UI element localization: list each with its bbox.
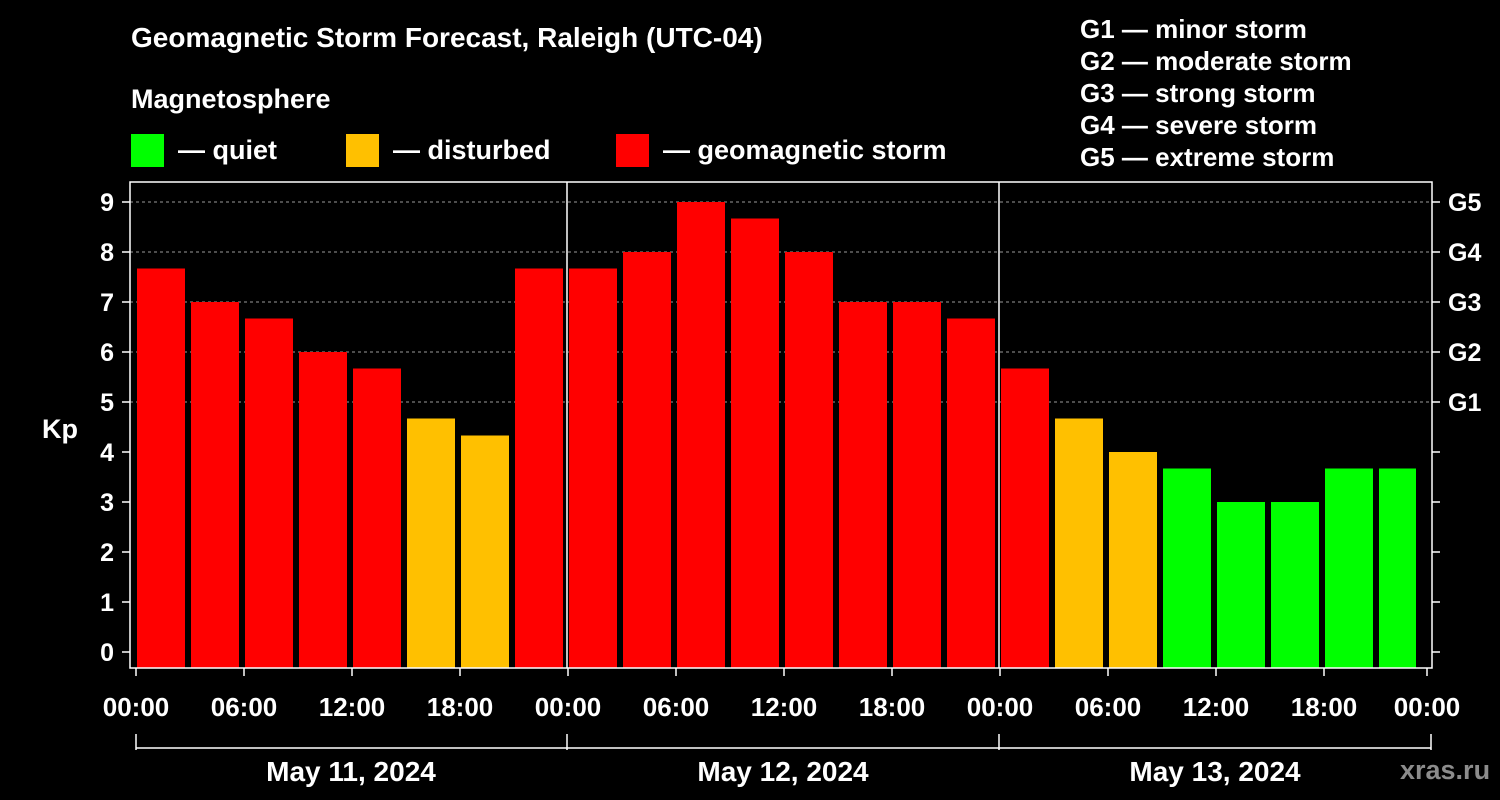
kp-bar: [353, 368, 401, 668]
kp-bar: [677, 202, 725, 668]
kp-bar: [1217, 502, 1265, 668]
y-axis-title: Kp: [42, 414, 78, 444]
g-scale-g2: G2 — moderate storm: [1080, 46, 1352, 76]
x-tick-label: 00:00: [967, 692, 1034, 722]
kp-bar: [1325, 468, 1373, 668]
x-tick-label: 18:00: [427, 692, 494, 722]
y-tick-label: 9: [100, 189, 114, 217]
legend-heading: Magnetosphere: [131, 84, 331, 114]
g-scale-g4: G4 — severe storm: [1080, 110, 1318, 140]
x-tick-label: 18:00: [1291, 692, 1358, 722]
legend-swatch-quiet: [131, 133, 164, 167]
kp-bar: [893, 302, 941, 668]
y-tick-label: 3: [100, 489, 114, 517]
x-tick-label: 00:00: [535, 692, 602, 722]
y-tick-label: 6: [100, 339, 114, 367]
date-label: May 12, 2024: [697, 756, 869, 787]
kp-bar: [1271, 502, 1319, 668]
kp-bar: [299, 352, 347, 668]
y-tick-label: 7: [100, 289, 114, 317]
y-tick-label: 4: [100, 439, 114, 467]
legend-swatch-storm: [616, 133, 649, 167]
kp-bar: [191, 302, 239, 668]
kp-bar: [1109, 452, 1157, 668]
g-axis-label: G2: [1448, 339, 1481, 367]
x-tick-label: 12:00: [751, 692, 818, 722]
y-tick-label: 1: [100, 589, 114, 617]
legend-swatch-disturbed: [346, 133, 379, 167]
legend-label-disturbed: — disturbed: [393, 134, 551, 165]
x-tick-label: 06:00: [643, 692, 710, 722]
legend-item-disturbed: — disturbed: [346, 133, 551, 167]
x-tick-label: 12:00: [319, 692, 386, 722]
g-scale-g1: G1 — minor storm: [1080, 14, 1307, 44]
date-label: May 11, 2024: [266, 756, 436, 787]
x-tick-label: 18:00: [859, 692, 926, 722]
kp-bar: [947, 318, 995, 668]
x-tick-label: 06:00: [1075, 692, 1142, 722]
kp-bar: [407, 418, 455, 668]
kp-bar: [515, 268, 563, 668]
y-tick-label: 5: [100, 389, 114, 417]
x-tick-label: 06:00: [211, 692, 278, 722]
legend-item-storm: — geomagnetic storm: [616, 133, 947, 167]
legend-item-quiet: — quiet: [131, 133, 277, 167]
kp-bar: [785, 252, 833, 668]
watermark: xras.ru: [1400, 755, 1491, 785]
kp-bar: [137, 268, 185, 668]
kp-bar: [731, 218, 779, 668]
kp-bar: [1001, 368, 1049, 668]
legend-label-quiet: — quiet: [178, 134, 277, 165]
date-label: May 13, 2024: [1129, 756, 1301, 787]
g-axis-label: G4: [1448, 239, 1481, 267]
kp-bar: [461, 435, 509, 668]
kp-bar: [569, 268, 617, 668]
kp-bar: [623, 252, 671, 668]
g-axis-label: G1: [1448, 389, 1481, 417]
g-scale-g5: G5 — extreme storm: [1080, 142, 1335, 172]
y-tick-label: 0: [100, 639, 114, 667]
kp-bar: [1379, 468, 1416, 668]
x-tick-label: 00:00: [1394, 692, 1461, 722]
kp-bar: [245, 318, 293, 668]
g-axis-label: G3: [1448, 289, 1481, 317]
g-scale-g3: G3 — strong storm: [1080, 78, 1316, 108]
kp-bar: [839, 302, 887, 668]
plot-frame: [129, 181, 1433, 669]
y-tick-label: 8: [100, 239, 114, 267]
x-tick-label: 00:00: [103, 692, 170, 722]
legend-label-storm: — geomagnetic storm: [663, 134, 947, 165]
kp-bar: [1163, 468, 1211, 668]
g-axis-label: G5: [1448, 189, 1481, 217]
x-tick-label: 12:00: [1183, 692, 1250, 722]
chart-title: Geomagnetic Storm Forecast, Raleigh (UTC…: [131, 22, 763, 53]
kp-bar: [1055, 418, 1103, 668]
y-tick-label: 2: [100, 539, 114, 567]
